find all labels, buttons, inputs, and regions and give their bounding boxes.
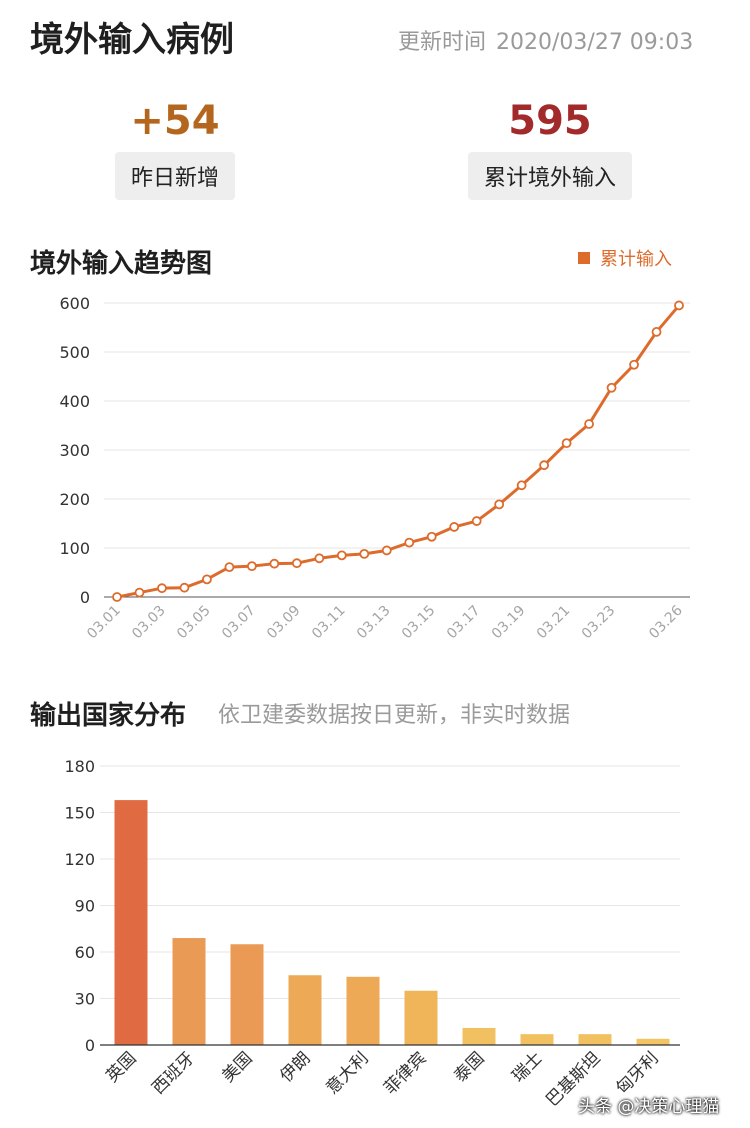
legend-swatch [578, 252, 590, 264]
y-tick-label: 60 [75, 943, 95, 962]
update-label: 更新时间 [398, 30, 487, 55]
y-tick-label: 150 [64, 804, 95, 823]
legend-label: 累计输入 [600, 249, 672, 270]
data-point [606, 382, 617, 393]
update-time: 2020/03/27 09:03 [496, 30, 694, 55]
y-tick-label: 0 [80, 588, 90, 607]
x-tick-label: 瑞士 [508, 1048, 546, 1086]
y-tick-label: 400 [59, 392, 90, 411]
data-point [157, 583, 167, 594]
stat-total: 595 累计境外输入 [460, 98, 640, 200]
data-point [134, 587, 145, 598]
series-line [116, 304, 681, 599]
data-point [314, 553, 325, 564]
stat-total-label: 累计境外输入 [467, 152, 632, 200]
data-point [179, 582, 190, 593]
x-tick-label: 03.07 [219, 603, 259, 643]
countries-title: 输出国家分布 [30, 701, 187, 731]
y-tick-label: 300 [59, 441, 90, 460]
data-point [224, 562, 235, 573]
y-tick-label: 0 [85, 1036, 95, 1055]
x-tick-label: 意大利 [322, 1048, 372, 1098]
data-point [426, 531, 437, 542]
bar [288, 975, 322, 1045]
x-tick-label: 03.19 [489, 603, 529, 643]
y-tick-label: 200 [59, 490, 90, 509]
y-tick-label: 90 [75, 897, 95, 916]
x-tick-label: 03.05 [174, 603, 214, 643]
x-tick-label: 西班牙 [148, 1048, 198, 1098]
data-point [651, 327, 662, 337]
stat-new: +54 昨日新增 [110, 98, 240, 200]
country-bar-chart: 0306090120150180英国 西班牙 美国 伊朗 意大利 菲律宾 泰国 瑞士巴基斯坦匈… [64, 757, 680, 1111]
x-tick-label: 03.17 [444, 603, 484, 643]
x-tick-label: 美国 [218, 1048, 256, 1086]
data-point [629, 359, 639, 370]
watermark: 头条 @决策心理猫 [578, 1097, 720, 1117]
data-point [539, 460, 550, 471]
page-title: 境外输入病例 [30, 20, 234, 60]
data-point [449, 522, 460, 532]
data-point [516, 480, 527, 491]
x-tick-label: 菲律宾 [380, 1048, 430, 1098]
x-tick-label: 03.23 [579, 603, 619, 643]
x-tick-label: 英国 [102, 1048, 140, 1086]
data-point [202, 574, 212, 585]
stat-total-value: 595 [508, 98, 592, 144]
update-info: 更新时间 2020/03/27 09:03 [398, 24, 693, 56]
x-tick-label: 03.21 [534, 603, 574, 643]
data-point [112, 592, 122, 602]
data-point [674, 300, 684, 311]
data-point [494, 499, 505, 510]
x-tick-label: 03.11 [309, 603, 349, 643]
data-point [291, 558, 302, 569]
countries-note: 依卫建委数据按日更新，非实时数据 [218, 703, 571, 728]
bar [230, 944, 264, 1045]
x-tick-label: 泰国 [450, 1048, 488, 1086]
data-point [584, 419, 594, 429]
stat-new-label: 昨日新增 [114, 152, 235, 200]
data-point [381, 545, 392, 556]
x-tick-label: 03.13 [354, 603, 394, 643]
x-tick-label: 03.01 [84, 603, 124, 643]
x-tick-label: 03.09 [264, 603, 304, 643]
x-tick-label: 03.15 [399, 603, 439, 643]
y-tick-label: 180 [64, 757, 95, 776]
bar [404, 990, 438, 1045]
data-point [359, 548, 370, 559]
bar [636, 1038, 670, 1045]
x-tick-label: 伊朗 [276, 1048, 314, 1086]
bar [346, 976, 380, 1045]
bar [462, 1027, 496, 1045]
data-point [471, 516, 482, 526]
stat-new-value: +54 [130, 98, 220, 144]
bar [114, 800, 148, 1045]
y-tick-label: 100 [59, 539, 90, 558]
trend-legend[interactable]: 累计输入 [578, 245, 672, 271]
data-point [269, 558, 280, 569]
x-tick-label: 03.03 [129, 603, 169, 643]
data-point [246, 561, 257, 572]
bar [520, 1034, 554, 1045]
data-point [404, 537, 415, 548]
y-tick-label: 500 [59, 343, 90, 362]
bar [578, 1034, 612, 1045]
y-tick-label: 600 [59, 294, 90, 313]
x-tick-label: 03.26 [646, 602, 686, 642]
data-point [561, 438, 572, 449]
data-point [336, 550, 347, 561]
bar [172, 938, 206, 1045]
y-tick-label: 30 [75, 990, 95, 1009]
y-tick-label: 120 [64, 850, 95, 869]
trend-title: 境外输入趋势图 [30, 249, 213, 279]
